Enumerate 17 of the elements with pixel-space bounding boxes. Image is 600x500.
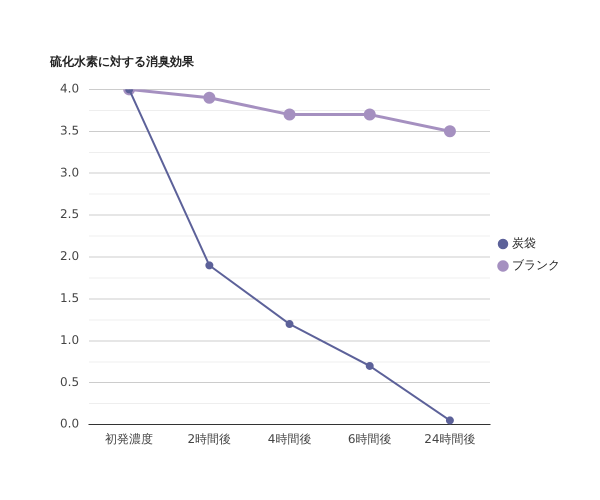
legend-label: 炭袋 bbox=[512, 236, 536, 250]
x-tick-label: 6時間後 bbox=[348, 432, 392, 446]
y-tick-label: 4.0 bbox=[60, 82, 80, 96]
legend-label: ブランク bbox=[512, 258, 560, 272]
y-tick-label: 0.5 bbox=[60, 374, 80, 389]
x-tick-label: 2時間後 bbox=[188, 432, 232, 446]
chart-title: 硫化水素に対する消臭効果 bbox=[49, 54, 195, 68]
x-tick-label: 24時間後 bbox=[424, 432, 476, 446]
y-tick-label: 1.5 bbox=[60, 291, 80, 306]
x-tick-label: 初発濃度 bbox=[105, 432, 154, 446]
y-tick-label: 2.0 bbox=[60, 249, 80, 264]
x-tick-label: 4時間後 bbox=[268, 432, 312, 446]
y-tick-label: 2.5 bbox=[60, 207, 80, 222]
y-tick-label: 0.0 bbox=[60, 416, 80, 431]
y-tick-label: 3.0 bbox=[60, 165, 80, 180]
y-tick-label: 1.0 bbox=[60, 332, 80, 347]
y-tick-label: 3.5 bbox=[60, 123, 80, 138]
